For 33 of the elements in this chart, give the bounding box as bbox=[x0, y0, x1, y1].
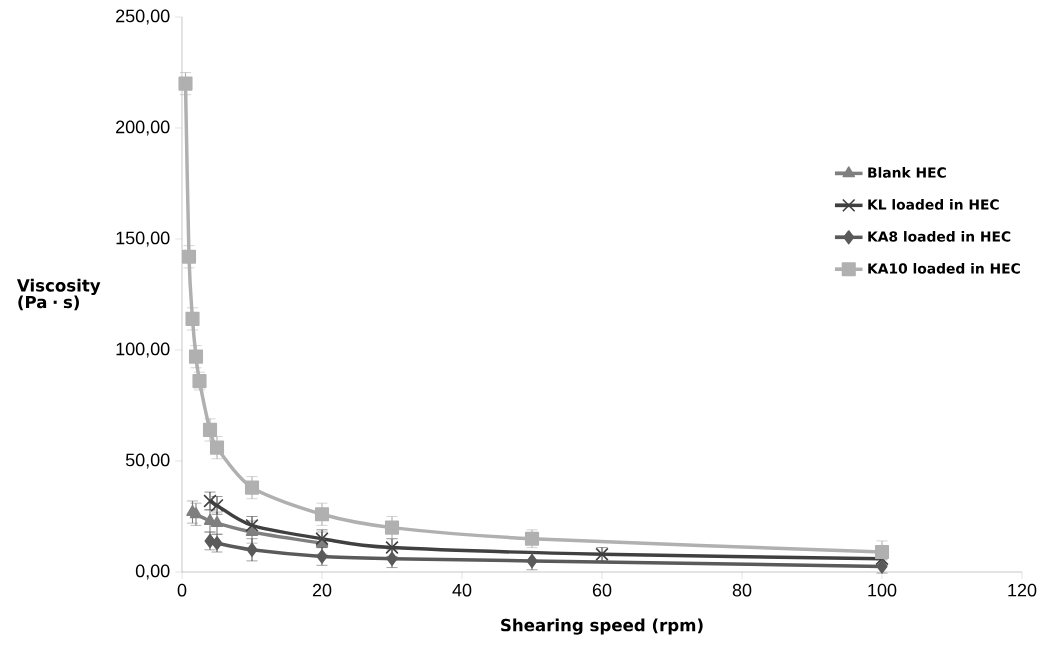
x-tick-label: 60 bbox=[592, 583, 612, 597]
y-tick-label: 0,00 bbox=[135, 564, 170, 580]
legend-label: KL loaded in HEC bbox=[868, 199, 999, 210]
x-tick-label: 100 bbox=[868, 583, 897, 597]
point bbox=[209, 440, 225, 455]
y-tick-label: 50,00 bbox=[125, 453, 170, 469]
x-tick-label: 120 bbox=[1008, 583, 1037, 597]
x-tick-label: 0 bbox=[177, 583, 187, 597]
point bbox=[210, 516, 224, 528]
x-tick-label: 80 bbox=[732, 583, 752, 597]
point bbox=[178, 76, 193, 91]
y-axis-title: Viscosity (Pa · s) bbox=[16, 278, 101, 311]
legend-label: KA8 loaded in HEC bbox=[868, 231, 1011, 242]
point bbox=[874, 544, 890, 560]
point bbox=[181, 249, 197, 264]
point bbox=[244, 480, 260, 495]
y-tick-label: 250,00 bbox=[116, 9, 170, 25]
y-tick-label: 200,00 bbox=[116, 120, 170, 136]
point bbox=[189, 507, 203, 519]
x-tick-label: 40 bbox=[452, 583, 472, 597]
point bbox=[188, 349, 204, 364]
point bbox=[185, 311, 200, 326]
point bbox=[384, 520, 400, 535]
point bbox=[245, 524, 259, 536]
x-tick-label: 20 bbox=[312, 583, 332, 597]
point bbox=[246, 542, 258, 557]
legend-label: Blank HEC bbox=[868, 167, 946, 178]
point bbox=[314, 507, 330, 522]
y-tick-label: 150,00 bbox=[116, 231, 170, 247]
x-axis-title: Shearing speed (rpm) bbox=[501, 618, 703, 635]
legend-label: KA10 loaded in HEC bbox=[868, 262, 1020, 274]
y-tick-label: 100,00 bbox=[116, 342, 170, 358]
point bbox=[202, 422, 218, 437]
